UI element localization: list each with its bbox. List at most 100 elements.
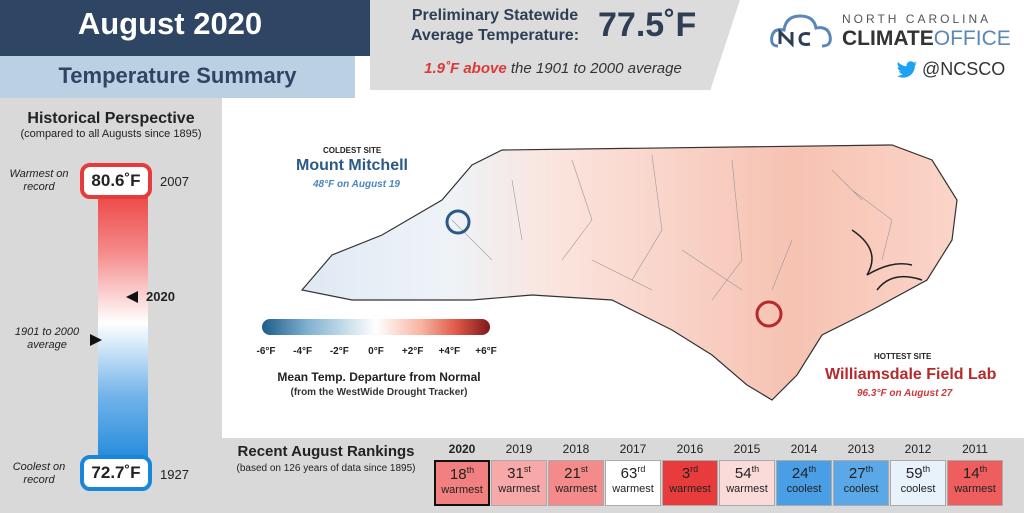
scale-title: Mean Temp. Departure from Normal bbox=[277, 370, 481, 384]
ranking-year: 2012 bbox=[904, 442, 932, 456]
ranking-number: 18th bbox=[449, 465, 475, 483]
average-label: 1901 to 2000 average bbox=[14, 326, 80, 352]
statewide-temperature: 77.5˚F bbox=[598, 6, 697, 44]
logo-line-1: NORTH CAROLINA bbox=[842, 12, 992, 26]
departure-text: the 1901 to 2000 average bbox=[510, 60, 682, 77]
ranking-label: warmest bbox=[498, 483, 540, 495]
average-marker bbox=[90, 334, 102, 347]
scale-tick-label: +6°F bbox=[475, 346, 497, 357]
ranking-label: warmest bbox=[612, 483, 654, 495]
warmest-label: Warmest on record bbox=[9, 168, 69, 193]
twitter-handle[interactable]: @NCSCO bbox=[922, 59, 1006, 79]
nc-state-outline bbox=[300, 144, 958, 401]
ranking-cell: 27th coolest bbox=[833, 460, 889, 506]
ranking-year: 2019 bbox=[505, 442, 533, 456]
ranking-label: coolest bbox=[843, 483, 879, 495]
scale-subtitle: (from the WestWide Drought Tracker) bbox=[290, 387, 468, 398]
page-title: August 2020 bbox=[77, 6, 263, 41]
ranking-suffix: th bbox=[808, 464, 817, 474]
nc-climate-office-logo-icon bbox=[770, 14, 832, 48]
ranking-number: 14th bbox=[962, 464, 988, 482]
subtitle-bar: Temperature Summary bbox=[0, 56, 355, 98]
scale-tick-label: -4°F bbox=[293, 346, 313, 357]
ranking-number: 63rd bbox=[620, 464, 646, 482]
current-year-label: 2020 bbox=[146, 288, 175, 304]
coolest-year: 1927 bbox=[160, 467, 189, 482]
ranking-label: coolest bbox=[786, 483, 822, 495]
hottest-site-detail: 96.3°F on August 27 bbox=[857, 388, 953, 399]
current-year-marker bbox=[126, 290, 138, 303]
historical-title: Historical Perspective bbox=[27, 110, 195, 127]
ranking-label: coolest bbox=[900, 483, 936, 495]
ranking-suffix: rd bbox=[690, 464, 699, 474]
statewide-stat-label: Preliminary Statewide Average Temperatur… bbox=[400, 6, 590, 46]
ranking-year: 2020 bbox=[448, 442, 476, 456]
coldest-site-name: Mount Mitchell bbox=[296, 157, 408, 174]
ranking-number: 21st bbox=[564, 464, 588, 482]
ranking-suffix: st bbox=[523, 464, 531, 474]
ranking-number: 59th bbox=[905, 464, 931, 482]
ranking-label: warmest bbox=[441, 484, 483, 496]
ranking-year: 2018 bbox=[562, 442, 590, 456]
scale-tick-label: 0°F bbox=[368, 346, 384, 357]
scale-tick-label: -6°F bbox=[256, 346, 276, 357]
ranking-suffix: th bbox=[751, 464, 760, 474]
departure-value: 1.9˚F above bbox=[424, 60, 507, 77]
stat-label-line2: Average Temperature: bbox=[410, 27, 580, 44]
coldest-site-detail: 48°F on August 19 bbox=[313, 179, 400, 190]
hottest-site-type: HOTTEST SITE bbox=[874, 352, 932, 361]
coolest-value: 72.7˚F bbox=[80, 455, 152, 491]
rankings-subtitle: (based on 126 years of data since 1895) bbox=[236, 463, 416, 474]
ranking-year: 2017 bbox=[619, 442, 647, 456]
ranking-year: 2015 bbox=[733, 442, 761, 456]
ranking-cell: 31st warmest bbox=[491, 460, 547, 506]
ranking-suffix: th bbox=[979, 464, 988, 474]
nc-departure-map bbox=[300, 144, 958, 401]
ranking-year: 2013 bbox=[847, 442, 875, 456]
ranking-cell: 54th warmest bbox=[719, 460, 775, 506]
logo-line-2: CLIMATEOFFICE bbox=[842, 27, 1011, 51]
logo-climate-text: CLIMATE bbox=[842, 27, 934, 50]
thermometer-gradient bbox=[98, 178, 148, 468]
statewide-stat-panel bbox=[370, 0, 740, 90]
scale-tick-label: -2°F bbox=[329, 346, 349, 357]
warmest-year: 2007 bbox=[160, 174, 189, 189]
ranking-label: warmest bbox=[954, 483, 996, 495]
ranking-label: warmest bbox=[555, 483, 597, 495]
hottest-site-marker bbox=[755, 300, 783, 328]
twitter-icon[interactable] bbox=[896, 61, 918, 79]
scale-tick-label: +4°F bbox=[438, 346, 461, 357]
ranking-suffix: rd bbox=[637, 464, 646, 474]
ranking-number: 31st bbox=[507, 464, 531, 482]
ranking-suffix: th bbox=[466, 465, 475, 475]
ranking-cell: 63rd warmest bbox=[605, 460, 661, 506]
ranking-number: 24th bbox=[791, 464, 817, 482]
ranking-label: warmest bbox=[669, 483, 711, 495]
hottest-site-name: Williamsdale Field Lab bbox=[825, 366, 997, 383]
departure-color-scale bbox=[262, 319, 490, 335]
ranking-year: 2014 bbox=[790, 442, 818, 456]
ranking-cell: 18th warmest bbox=[434, 460, 490, 506]
coldest-site-type: COLDEST SITE bbox=[323, 146, 382, 155]
ranking-year: 2011 bbox=[962, 442, 988, 456]
coolest-label: Coolest on record bbox=[12, 461, 66, 486]
logo-office-text: OFFICE bbox=[933, 27, 1011, 50]
rankings-title: Recent August Rankings bbox=[237, 443, 415, 460]
ranking-number: 3rd bbox=[681, 464, 699, 482]
ranking-label: warmest bbox=[726, 483, 768, 495]
historical-subtitle: (compared to all Augusts since 1895) bbox=[20, 128, 202, 140]
ranking-number: 54th bbox=[734, 464, 760, 482]
ranking-cell: 14th warmest bbox=[947, 460, 1003, 506]
ranking-cell: 24th coolest bbox=[776, 460, 832, 506]
ranking-cell: 21st warmest bbox=[548, 460, 604, 506]
page-subtitle: Temperature Summary bbox=[58, 63, 297, 88]
ranking-suffix: th bbox=[922, 464, 931, 474]
coldest-site-marker bbox=[445, 209, 471, 235]
ranking-cell: 59th coolest bbox=[890, 460, 946, 506]
ranking-year: 2016 bbox=[676, 442, 704, 456]
stat-label-line1: Preliminary Statewide bbox=[411, 7, 579, 24]
ranking-suffix: st bbox=[580, 464, 588, 474]
ranking-suffix: th bbox=[865, 464, 874, 474]
scale-tick-label: +2°F bbox=[401, 346, 424, 357]
warmest-value: 80.6˚F bbox=[80, 163, 152, 199]
